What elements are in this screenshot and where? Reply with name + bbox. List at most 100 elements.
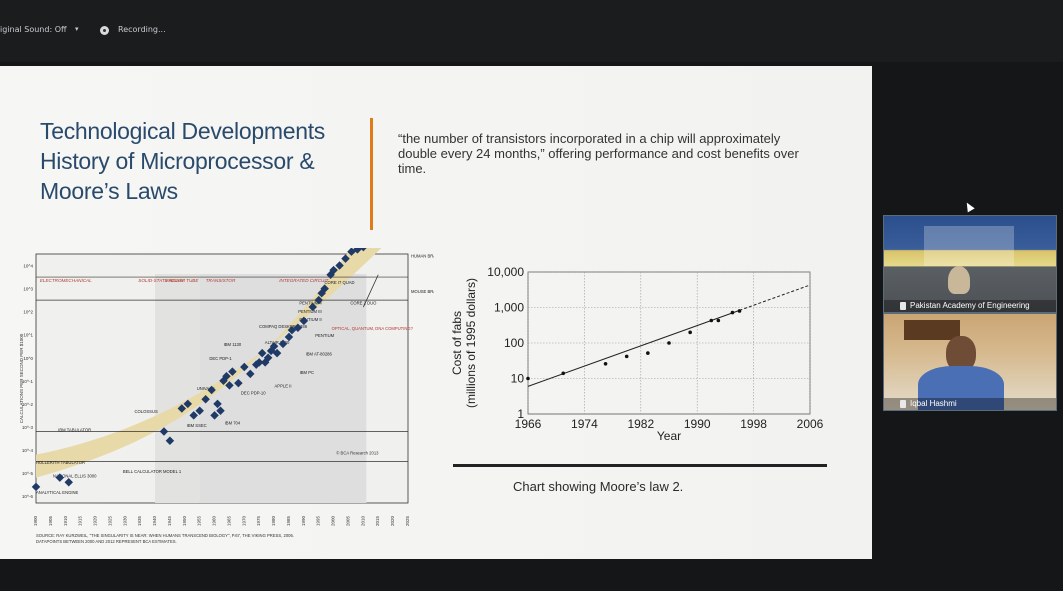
data-point xyxy=(278,339,288,349)
x-tick-label: 1955 xyxy=(197,515,202,526)
x-tick-label: 2006 xyxy=(797,417,824,431)
person-shirt xyxy=(918,366,1004,410)
data-point xyxy=(254,358,264,367)
recording-icon xyxy=(100,26,109,35)
speaker-figure xyxy=(948,266,970,294)
data-point xyxy=(737,309,742,313)
data-point xyxy=(183,399,193,409)
history-chart: 10^4 10^3 10^2 10^1 10^0 10^-1 10^-2 10^-3 10^-4… xyxy=(19,248,434,544)
x-tick-label: 1920 xyxy=(93,515,98,526)
x-tick-label: 1915 xyxy=(78,515,83,526)
chart-annotation: DEC PDP-1 xyxy=(209,356,232,361)
x-tick-label: 1905 xyxy=(48,515,53,526)
data-point xyxy=(263,353,273,362)
data-point xyxy=(284,332,294,342)
chart-annotation: IBM PC xyxy=(300,370,314,375)
era-label: SOLID-STATE RELAY xyxy=(138,278,184,283)
y-tick-label: 10^-4 xyxy=(22,448,34,453)
chart-annotation: IBM 1130 xyxy=(224,342,242,347)
trend-arrow xyxy=(362,274,379,308)
era-label: INTEGRATED CIRCUIT xyxy=(279,278,329,283)
y-tick-label: 1,000 xyxy=(494,301,524,315)
x-tick-label: 1970 xyxy=(241,515,246,526)
data-point xyxy=(526,376,530,381)
chart-annotation: HUMAN BRAIN xyxy=(411,253,434,258)
chart-annotation: CORE 2 DUO xyxy=(350,301,377,306)
chart-annotation: ALTAIR 8800 xyxy=(265,340,290,345)
era-label: ELECTROMECHANICAL xyxy=(40,278,92,283)
data-point xyxy=(207,385,216,395)
x-tick-label: 1925 xyxy=(107,515,112,526)
x-tick-label: 1974 xyxy=(571,417,598,431)
chart-annotation: MOUSE BRAIN xyxy=(411,289,434,294)
y-axis-label: Cost of fabs xyxy=(450,311,464,375)
participant-name-bar: Iqbal Hashmi xyxy=(884,398,1056,410)
chart-source: DATAPOINTS BETWEEN 2000 AND 2012 REPRESE… xyxy=(36,539,177,544)
chart-annotation: IBM AT-80286 xyxy=(306,351,333,356)
data-point xyxy=(234,378,243,388)
data-point xyxy=(159,427,169,436)
data-point xyxy=(225,381,234,390)
data-point xyxy=(189,411,198,420)
chart-annotation: BELL CALCULATOR MODEL 1 xyxy=(123,469,182,474)
participant-tile-pakistan-academy[interactable]: Pakistan Academy of Engineering xyxy=(883,215,1057,313)
x-tick-label: 1940 xyxy=(152,515,157,526)
wall-picture xyxy=(904,320,960,340)
participant-tile-iqbal-hashmi[interactable]: Iqbal Hashmi xyxy=(883,313,1057,411)
chart-annotation: IBM 704 xyxy=(225,421,241,426)
y-tick-label: 10^3 xyxy=(23,287,33,292)
x-tick-label: 1990 xyxy=(684,417,711,431)
y-tick-label: 10^2 xyxy=(23,310,33,315)
chart-annotation: PENTIUM xyxy=(315,333,334,338)
data-point xyxy=(222,371,231,381)
participant-name: Pakistan Academy of Engineering xyxy=(910,301,1030,310)
chart-annotation: IBM SSEC xyxy=(187,423,207,428)
x-tick-label: 1965 xyxy=(226,515,231,526)
data-point xyxy=(201,395,210,404)
recording-status: Recording... xyxy=(118,25,166,34)
chart-annotation: ANALYTICAL ENGINE xyxy=(36,490,79,495)
y-tick-label: 10 xyxy=(511,372,525,386)
data-point xyxy=(314,295,323,305)
original-sound-toggle[interactable]: iginal Sound: Off xyxy=(0,25,67,34)
x-tick-label: 2025 xyxy=(405,515,410,526)
chart-source: SOURCE: RAY KURZWEIL, "THE SINGULARITY I… xyxy=(36,533,294,538)
data-point xyxy=(646,351,650,355)
banner-image xyxy=(924,226,1014,266)
y-tick-label: 10^-5 xyxy=(22,471,34,476)
slide-title: Technological Developments History of Mi… xyxy=(40,118,325,204)
data-point xyxy=(335,261,344,270)
x-tick-label: 1990 xyxy=(301,515,306,526)
data-point xyxy=(195,406,204,416)
cursor-icon xyxy=(963,200,975,213)
data-point xyxy=(246,369,255,379)
y-tick-label: 10^4 xyxy=(23,264,33,269)
meeting-toolbar: iginal Sound: Off ▾ Recording... xyxy=(0,0,1063,62)
pin-icon xyxy=(900,302,906,310)
participant-name-bar: Pakistan Academy of Engineering xyxy=(884,300,1056,312)
data-point xyxy=(709,318,714,323)
chart-annotation: DEC PDP-10 xyxy=(241,391,266,396)
chart-annotation: COLOSSUS xyxy=(134,409,157,414)
chevron-down-icon[interactable]: ▾ xyxy=(75,25,79,33)
y-axis-label: CALCULATIONS PER SECOND PER $1000 xyxy=(19,333,24,423)
participant-name: Iqbal Hashmi xyxy=(910,399,957,408)
x-tick-label: 1945 xyxy=(167,515,172,526)
moores-law-chart: 1966 1974 1982 1990 1998 2006 1 10 100 1,000 10,00… xyxy=(450,265,824,443)
x-axis-label: Year xyxy=(657,429,681,443)
y-tick-label: 10^-6 xyxy=(22,494,34,499)
x-tick-label: 2010 xyxy=(360,515,365,526)
chart-annotation: HOLLERITH TABULATOR xyxy=(36,460,85,465)
chart-annotation: NATIONAL ELLIS 3000 xyxy=(53,474,97,479)
era-shade xyxy=(155,274,200,503)
data-point xyxy=(272,348,282,358)
x-tick-label: 1935 xyxy=(137,515,142,526)
x-tick-label: 1998 xyxy=(740,417,767,431)
data-point xyxy=(359,248,368,252)
x-tick-label: 1980 xyxy=(271,515,276,526)
data-point xyxy=(293,323,303,333)
data-point xyxy=(353,248,362,254)
data-point xyxy=(603,361,608,366)
y-axis-label: (millions of 1995 dollars) xyxy=(464,278,478,408)
data-point xyxy=(299,316,309,326)
